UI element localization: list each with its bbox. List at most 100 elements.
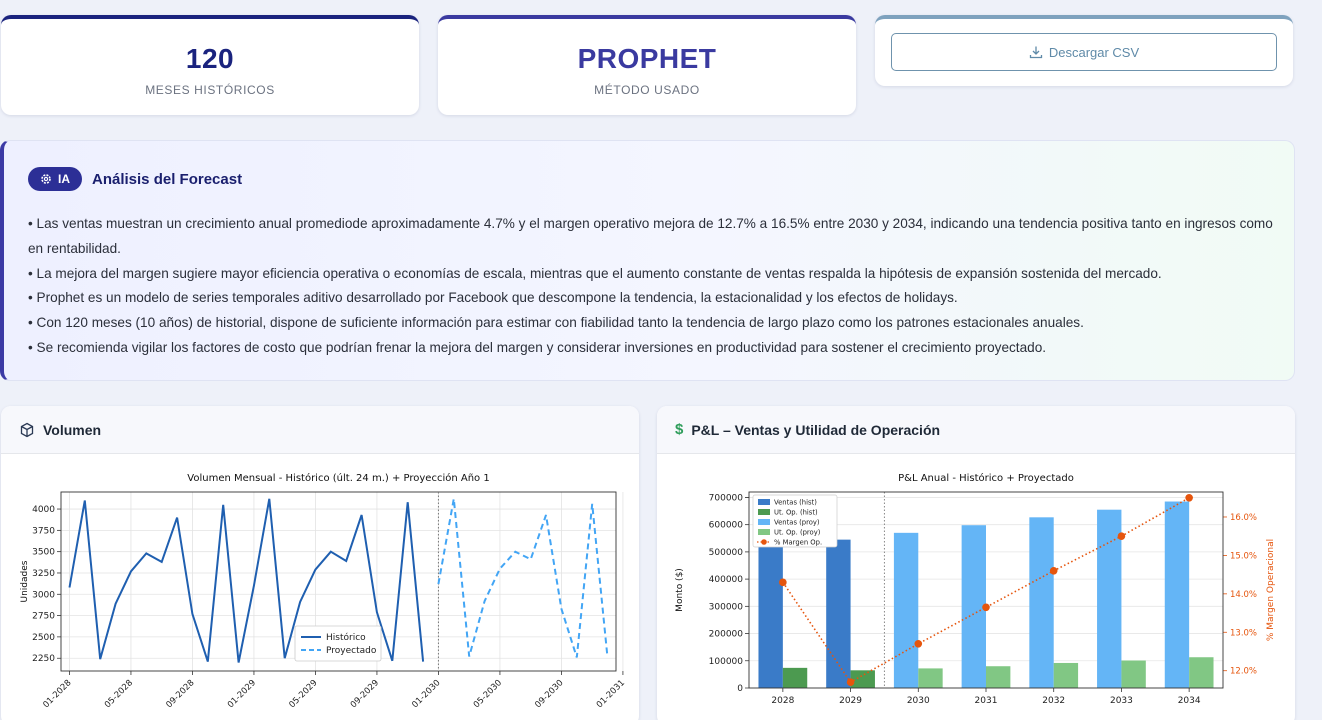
ia-badge: IA xyxy=(28,167,82,191)
legend-swatch xyxy=(758,499,770,505)
y-tick-label: 3250 xyxy=(32,569,55,579)
volume-panel-header: Volumen xyxy=(1,406,639,454)
legend-box xyxy=(294,625,382,662)
legend-swatch-marker xyxy=(761,539,767,545)
x-tick-label: 2031 xyxy=(975,696,998,706)
forecast-analysis-card: IA Análisis del Forecast • Las ventas mu… xyxy=(0,140,1295,381)
plot-frame xyxy=(60,491,617,672)
margin-point-2034 xyxy=(1185,493,1193,502)
legend-swatch xyxy=(758,509,770,515)
volume-chart: Volumen Mensual - Histórico (últ. 24 m.)… xyxy=(20,472,627,710)
sales-bar-2030 xyxy=(893,532,919,688)
y-tick-label: 2750 xyxy=(32,612,55,622)
x-tick-label: 05-2029 xyxy=(287,678,319,710)
util-bar-2029 xyxy=(850,670,875,688)
chart-title: P&L Anual - Histórico + Proyectado xyxy=(898,472,1074,484)
sales-bar-2031 xyxy=(961,525,986,688)
legend-swatch xyxy=(758,529,770,535)
x-tick-label: 2034 xyxy=(1178,696,1201,706)
y2-tick-label: 12.0% xyxy=(1230,667,1257,677)
y-tick-label: 200000 xyxy=(709,630,744,640)
method-label: MÉTODO USADO xyxy=(594,83,700,97)
analysis-header: IA Análisis del Forecast xyxy=(28,167,242,191)
dollar-icon: $ xyxy=(675,421,684,438)
util-bar-2031 xyxy=(986,666,1011,688)
plot-frame xyxy=(748,491,1224,689)
x-tick-label: 01-2031 xyxy=(595,678,627,710)
margin-point-2028 xyxy=(779,578,787,587)
y2-tick-label: 15.0% xyxy=(1230,551,1257,561)
y-tick-label: 300000 xyxy=(709,602,744,612)
y-tick-label: 3000 xyxy=(32,590,55,600)
y-tick-label: 600000 xyxy=(709,521,744,531)
sales-bar-2029 xyxy=(826,539,851,688)
y2-tick-label: 13.0% xyxy=(1230,628,1257,638)
series-line-proyectado xyxy=(437,498,609,658)
download-card: Descargar CSV xyxy=(875,15,1293,86)
pl-chart: P&L Anual - Histórico + Proyectado Monto … xyxy=(675,472,1276,706)
method-stat-card: PROPHET MÉTODO USADO xyxy=(438,15,856,115)
method-value: PROPHET xyxy=(577,43,717,74)
download-csv-button[interactable]: Descargar CSV xyxy=(891,33,1277,71)
analysis-bullets: • Las ventas muestran un crecimiento anu… xyxy=(28,212,1278,361)
gear-icon xyxy=(41,174,51,184)
util-bar-2030 xyxy=(918,668,943,688)
sales-bar-2033 xyxy=(1097,509,1122,688)
x-tick-label: 09-2030 xyxy=(533,678,565,710)
volume-panel-title: Volumen xyxy=(43,421,102,438)
ia-badge-label: IA xyxy=(58,172,70,186)
y-tick-label: 500000 xyxy=(709,548,744,558)
legend-label: Ut. Op. (hist) xyxy=(774,509,818,517)
sales-bar-2028 xyxy=(758,546,783,688)
y-tick-label: 3500 xyxy=(32,548,55,558)
volume-panel: Volumen Volumen Mensual - Histórico (últ… xyxy=(1,406,639,720)
pl-panel-header: $ P&L – Ventas y Utilidad de Operación xyxy=(657,406,1295,454)
download-csv-label: Descargar CSV xyxy=(1048,44,1140,60)
x-tick-label: 2030 xyxy=(907,696,930,706)
analysis-bullet: • Prophet es un modelo de series tempora… xyxy=(28,290,958,306)
series-line-histórico xyxy=(68,498,425,663)
x-tick-label: 01-2028 xyxy=(41,678,73,710)
pl-panel: $ P&L – Ventas y Utilidad de Operación P… xyxy=(657,406,1295,720)
margin-point-2029 xyxy=(846,678,855,687)
x-tick-label: 05-2030 xyxy=(472,678,504,710)
util-bar-2032 xyxy=(1053,662,1079,688)
download-icon xyxy=(1029,46,1042,59)
legend-label: Proyectado xyxy=(326,646,377,656)
sales-bar-2034 xyxy=(1164,501,1190,688)
box-icon xyxy=(20,422,34,437)
legend-label: Histórico xyxy=(326,632,366,643)
y-tick-label: 4000 xyxy=(32,505,55,515)
pl-panel-title: P&L – Ventas y Utilidad de Operación xyxy=(691,421,941,438)
margin-point-2033 xyxy=(1117,532,1126,540)
x-tick-label: 2028 xyxy=(771,696,794,706)
x-tick-label: 09-2029 xyxy=(349,678,381,710)
analysis-bullet: • Con 120 meses (10 años) de historial, … xyxy=(28,315,1084,331)
x-tick-label: 09-2028 xyxy=(164,678,196,710)
y2-axis-label: % Margen Operacional xyxy=(1266,539,1276,641)
y-axis-label: Monto ($) xyxy=(675,568,685,612)
x-tick-label: 01-2029 xyxy=(226,678,258,710)
x-tick-label: 01-2030 xyxy=(410,678,442,710)
margin-point-2032 xyxy=(1049,566,1058,575)
y-tick-label: 2250 xyxy=(32,654,55,664)
util-bar-2034 xyxy=(1189,657,1214,688)
y-tick-label: 3750 xyxy=(32,526,55,536)
x-tick-label: 2032 xyxy=(1042,696,1065,706)
y-tick-label: 400000 xyxy=(709,575,744,585)
sales-bar-2032 xyxy=(1029,517,1054,688)
y-axis-label: Unidades xyxy=(20,560,30,602)
legend-label: Ventas (hist) xyxy=(774,499,817,507)
analysis-title: Análisis del Forecast xyxy=(92,170,243,188)
months-label: MESES HISTÓRICOS xyxy=(145,83,275,97)
chart-title: Volumen Mensual - Histórico (últ. 24 m.)… xyxy=(187,472,489,484)
legend-label: Ventas (proy) xyxy=(774,519,820,527)
y2-tick-label: 14.0% xyxy=(1230,590,1257,600)
analysis-bullet: • La mejora del margen sugiere mayor efi… xyxy=(28,265,1162,281)
y-tick-label: 100000 xyxy=(709,657,744,667)
months-value: 120 xyxy=(185,43,235,74)
x-tick-label: 2033 xyxy=(1110,696,1133,706)
y-tick-label: 700000 xyxy=(709,493,744,503)
util-bar-2028 xyxy=(782,667,808,688)
analysis-bullet: • Se recomienda vigilar los factores de … xyxy=(28,339,1047,355)
